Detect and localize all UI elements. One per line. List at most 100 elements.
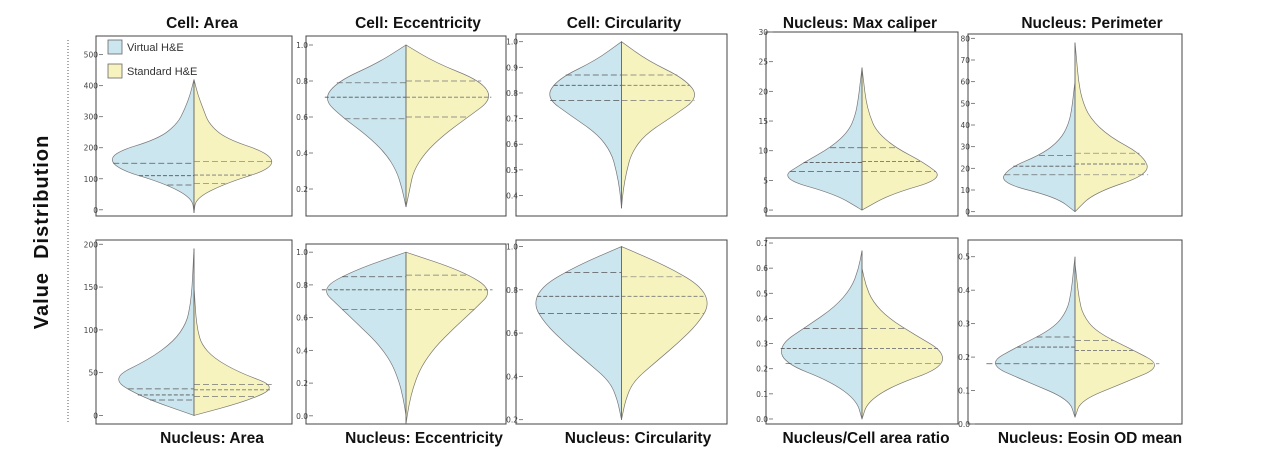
- y-tick-label: 0.2: [296, 185, 308, 194]
- violin-virtual: [327, 44, 407, 208]
- y-axis-label-svg: Value Distribution: [31, 40, 69, 424]
- y-tick-label: 0.6: [296, 113, 308, 122]
- y-tick-label: 0.2: [958, 353, 970, 362]
- panel-0: 0 100 200 300 400 500 Cell: Area: [84, 15, 293, 217]
- y-tick-label: 1.0: [506, 242, 518, 251]
- y-tick-label: 25: [758, 58, 768, 67]
- y-tick-label: 0.4: [296, 149, 308, 158]
- panel-title: Nucleus: Eosin OD mean: [998, 430, 1182, 447]
- y-tick-label: 0.5: [506, 166, 518, 175]
- y-tick-label: 0.1: [756, 390, 768, 399]
- violin-standard: [861, 268, 943, 420]
- legend-swatch: [107, 39, 123, 55]
- y-tick-label: 20: [758, 87, 768, 96]
- y-tick-label: 20: [960, 164, 970, 173]
- y-tick-label: 0.8: [296, 281, 308, 290]
- legend-label: Standard H&E: [127, 66, 197, 78]
- panel-title: Nucleus: Eccentricity: [345, 430, 503, 447]
- y-tick-label: 100: [84, 326, 99, 335]
- y-tick-label: 150: [84, 283, 99, 292]
- y-tick-label: 80: [960, 34, 970, 43]
- panel-4: 0 10 20 30 40 50 60 70 80 Nucleus: Perimeter: [960, 15, 1183, 217]
- y-tick-label: 30: [758, 28, 768, 37]
- y-tick-label: 0.0: [296, 412, 308, 421]
- y-tick-label: 1.0: [506, 38, 518, 47]
- y-tick-label: 0.4: [506, 191, 518, 200]
- y-tick-label: 1.0: [296, 41, 308, 50]
- y-tick-label: 0.6: [296, 314, 308, 323]
- violin-standard: [193, 287, 270, 416]
- violin-standard: [405, 44, 489, 208]
- y-tick-label: 200: [84, 240, 99, 249]
- y-tick-label: 0.1: [958, 387, 970, 396]
- y-tick-label: 0.3: [958, 320, 970, 329]
- y-tick-label: 0: [763, 206, 768, 215]
- y-tick-label: 10: [758, 147, 768, 156]
- panel-3: 0 5 10 15 20 25 30 Nucleus: Max caliper: [758, 15, 959, 217]
- violin-virtual: [118, 248, 195, 416]
- panel-title: Nucleus: Max caliper: [783, 15, 937, 32]
- y-tick-label: 0.8: [296, 77, 308, 86]
- legend-label: Virtual H&E: [127, 42, 184, 54]
- panel-5: 0 50 100 150 200 Nucleus: Area: [84, 239, 293, 447]
- y-tick-label: 40: [960, 121, 970, 130]
- legend-swatch: [107, 63, 123, 79]
- violin-virtual: [326, 251, 407, 416]
- panel-title: Nucleus/Cell area ratio: [782, 430, 949, 447]
- panel-title: Cell: Circularity: [567, 15, 682, 32]
- y-tick-label: 10: [960, 186, 970, 195]
- y-tick-label: 0.0: [958, 420, 970, 429]
- y-tick-label: 0: [93, 411, 98, 420]
- y-tick-label: 0.0: [756, 415, 768, 424]
- violin-virtual: [787, 67, 863, 211]
- y-tick-label: 0.7: [756, 239, 768, 248]
- y-axis-label: Value Distribution: [31, 135, 53, 330]
- y-tick-label: 0.8: [506, 286, 518, 295]
- violin-virtual: [1003, 81, 1076, 213]
- y-tick-label: 50: [88, 369, 98, 378]
- legend: Virtual H&E Standard H&E: [107, 39, 197, 79]
- violin-standard: [1074, 263, 1155, 418]
- y-tick-label: 500: [84, 51, 99, 60]
- y-tick-label: 100: [84, 175, 99, 184]
- panel-8: 0.0 0.1 0.2 0.3 0.4 0.5 0.6 0.7 Nucleus/Cell are…: [756, 237, 959, 447]
- panel-7: 0.2 0.4 0.6 0.8 1.0 Nucleus: Circularity: [506, 239, 728, 447]
- y-tick-label: 0.5: [958, 253, 970, 262]
- violin-standard: [861, 67, 938, 211]
- y-tick-label: 0.2: [506, 416, 518, 425]
- violin-standard: [193, 79, 273, 215]
- y-tick-label: 0.8: [506, 89, 518, 98]
- y-tick-label: 0.2: [296, 379, 308, 388]
- violin-standard: [405, 251, 488, 425]
- y-tick-label: 0: [965, 208, 970, 217]
- y-tick-label: 200: [84, 144, 99, 153]
- violin-virtual: [111, 79, 195, 215]
- y-tick-label: 60: [960, 78, 970, 87]
- y-tick-label: 0: [93, 206, 98, 215]
- violin-virtual: [535, 245, 622, 421]
- y-tick-label: 0.4: [958, 286, 970, 295]
- y-tick-label: 0.2: [756, 365, 768, 374]
- y-tick-label: 1.0: [296, 248, 308, 257]
- panel-2: 0.4 0.5 0.6 0.7 0.8 0.9 1.0 Cell: Circularity: [506, 15, 728, 217]
- y-tick-label: 0.7: [506, 115, 518, 124]
- y-tick-label: 30: [960, 143, 970, 152]
- panel-title: Nucleus: Area: [160, 430, 264, 447]
- y-tick-label: 0.5: [756, 289, 768, 298]
- y-tick-label: 15: [758, 117, 768, 126]
- violin-virtual: [995, 256, 1076, 418]
- y-axis-label-wrap: Value Distribution: [18, 40, 74, 424]
- y-tick-label: 0.6: [506, 329, 518, 338]
- y-tick-label: 0.6: [506, 140, 518, 149]
- violin-standard: [621, 245, 708, 421]
- y-tick-label: 0.9: [506, 63, 518, 72]
- violin-virtual: [781, 250, 863, 420]
- panel-6: 0.0 0.2 0.4 0.6 0.8 1.0 Nucleus: Eccentricity: [296, 243, 507, 447]
- panel-title: Nucleus: Perimeter: [1021, 15, 1162, 32]
- y-tick-label: 300: [84, 113, 99, 122]
- y-tick-label: 70: [960, 56, 970, 65]
- panel-title: Cell: Area: [166, 15, 238, 32]
- y-tick-label: 0.4: [506, 372, 518, 381]
- violin-standard: [1074, 42, 1148, 213]
